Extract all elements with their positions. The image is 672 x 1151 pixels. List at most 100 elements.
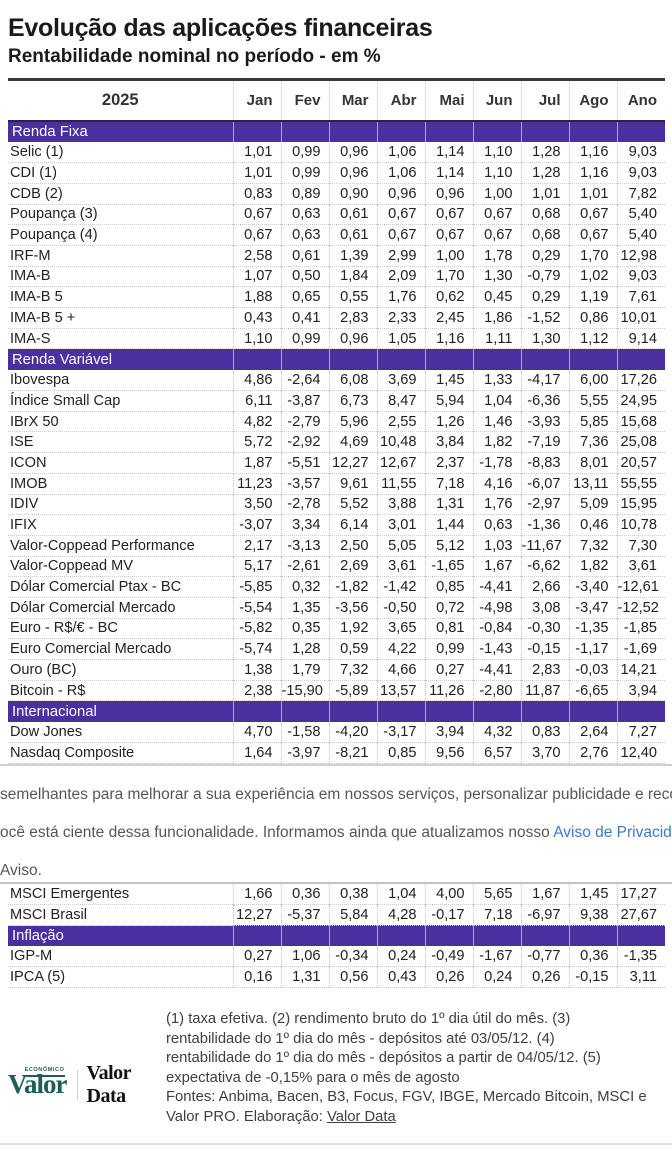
section-row: Internacional (8, 700, 665, 722)
value-cell: -12,61 (616, 576, 665, 598)
row-label: IBrX 50 (10, 413, 59, 430)
value-cell: 1,01 (520, 183, 569, 205)
value-cell: 2,83 (520, 659, 569, 681)
value-cell: -4,98 (472, 597, 521, 619)
row-label: ISE (10, 434, 34, 451)
cookie-text-line2-prefix: ocê está ciente dessa funcionalidade. In… (0, 823, 554, 841)
value-cell: 1,45 (568, 883, 617, 905)
value-cell: 0,26 (424, 966, 473, 988)
value-cell: -3,47 (568, 597, 617, 619)
section-empty-cell (376, 925, 425, 947)
value-cell: 0,99 (280, 162, 329, 184)
value-cell: -2,97 (520, 494, 569, 515)
value-cell: 2,64 (568, 721, 617, 743)
value-cell: 1,38 (232, 659, 281, 681)
value-cell: -0,84 (472, 618, 521, 639)
value-cell: 1,70 (568, 245, 617, 267)
value-cell: 0,45 (472, 286, 521, 308)
value-cell: 1,01 (232, 142, 281, 163)
value-cell: -5,82 (232, 618, 281, 639)
value-cell: 1,86 (472, 307, 521, 329)
value-cell: -1,52 (520, 307, 569, 329)
value-cell: 1,66 (232, 883, 281, 905)
value-cell: 0,59 (328, 638, 377, 660)
value-cell: 1,84 (328, 266, 377, 287)
value-cell: 1,28 (280, 638, 329, 660)
table-row: CDB (2) 0,83 0,89 0,90 0,96 0,96 1,00 1,01 1,01 7… (8, 183, 665, 205)
section-empty-cell (472, 348, 521, 370)
table-row: CDI (1) 1,01 0,99 0,96 1,06 1,14 1,10 1,28 1,16 9… (8, 162, 665, 184)
section-empty-cell (280, 700, 329, 722)
value-cell: 5,40 (616, 204, 665, 225)
row-label: Valor-Coppead MV (10, 558, 134, 575)
value-cell: -3,56 (328, 597, 377, 619)
valor-data-link[interactable]: Valor Data (326, 1108, 396, 1125)
section-empty-cell (520, 925, 569, 947)
value-cell: 17,26 (616, 369, 665, 391)
section-empty-cell (280, 925, 329, 947)
value-cell: 0,85 (424, 576, 473, 598)
value-cell: 0,67 (472, 204, 521, 225)
value-cell: 1,10 (232, 328, 281, 349)
value-cell: 0,65 (280, 286, 329, 308)
value-cell: 0,83 (520, 721, 569, 743)
value-cell: -0,50 (376, 597, 425, 619)
table-row: Índice Small Cap 6,11 -3,87 6,73 8,47 5,94 1,0… (8, 390, 665, 412)
value-cell: 1,67 (520, 883, 569, 905)
value-cell: 6,08 (328, 369, 377, 391)
value-cell: 0,89 (280, 183, 329, 205)
value-cell: -1,58 (280, 721, 329, 743)
value-cell: 2,76 (568, 742, 617, 764)
value-cell: 12,40 (616, 742, 665, 764)
row-label: Euro - R$/€ - BC (10, 620, 118, 637)
valor-economico-small-label: ECONÔMICO (24, 1067, 65, 1077)
value-cell: -5,37 (280, 904, 329, 926)
value-cell: 1,01 (568, 183, 617, 205)
value-cell: 0,96 (328, 162, 377, 184)
value-cell: 1,07 (232, 266, 281, 287)
value-cell: 15,95 (616, 494, 665, 515)
value-cell: 0,63 (280, 204, 329, 225)
section-empty-cell (520, 348, 569, 370)
value-cell: 3,88 (376, 494, 425, 515)
value-cell: 1,44 (424, 514, 473, 536)
value-cell: 3,50 (232, 494, 281, 515)
section-empty-cell (232, 925, 281, 947)
row-label: Euro Comercial Mercado (10, 641, 172, 658)
table-row: Ouro (BC) 1,38 1,79 7,32 4,66 0,27 -4,41 2,83 -0… (8, 659, 665, 681)
row-label: Nasdaq Composite (10, 744, 135, 761)
value-cell: 1,79 (280, 659, 329, 681)
valor-data-logo: Valor Data (86, 1061, 132, 1107)
value-cell: 5,40 (616, 224, 665, 246)
value-cell: 0,81 (424, 618, 473, 639)
value-cell: 3,61 (616, 556, 665, 577)
value-cell: 0,55 (328, 286, 377, 308)
month-header: Mar (328, 81, 377, 121)
table-row: Poupança (4) 0,67 0,63 0,61 0,67 0,67 0,67 0,68… (8, 224, 665, 246)
value-cell: -1,65 (424, 556, 473, 577)
value-cell: -2,80 (472, 680, 521, 701)
value-cell: 7,61 (616, 286, 665, 308)
month-header: Ano (616, 81, 665, 121)
value-cell: 7,32 (568, 535, 617, 557)
privacy-notice-link[interactable]: Aviso de Privacidade. (553, 823, 672, 841)
value-cell: -2,61 (280, 556, 329, 577)
value-cell: 1,11 (472, 328, 521, 349)
table-row: MSCI Brasil 12,27 -5,37 5,84 4,28 -0,17 7,18 -6… (8, 904, 665, 926)
month-header: Jul (520, 81, 569, 121)
value-cell: 0,67 (472, 224, 521, 246)
value-cell: 1,06 (376, 162, 425, 184)
value-cell: 4,66 (376, 659, 425, 681)
value-cell: 0,24 (472, 966, 521, 988)
value-cell: 2,38 (232, 680, 281, 701)
row-label: IMA-B 5 + (10, 309, 76, 326)
table-row: IFIX -3,07 3,34 6,14 3,01 1,44 0,63 -1,36 0,46 10… (8, 514, 665, 536)
value-cell: 1,88 (232, 286, 281, 308)
value-cell: 3,69 (376, 369, 425, 391)
section-empty-cell (424, 925, 473, 947)
value-cell: 1,03 (472, 535, 521, 557)
value-cell: -6,07 (520, 473, 569, 494)
section-empty-cell (376, 348, 425, 370)
table-row: Selic (1) 1,01 0,99 0,96 1,06 1,14 1,10 1,28 1,1… (8, 142, 665, 163)
value-cell: 7,30 (616, 535, 665, 557)
